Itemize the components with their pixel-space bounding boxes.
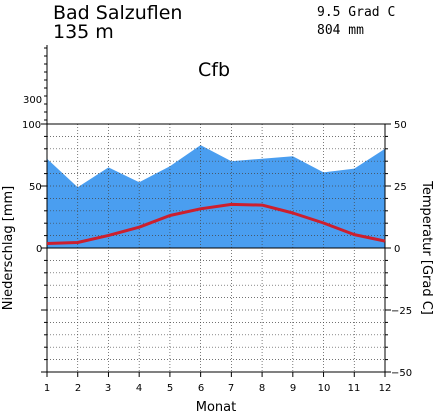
- temp-tick-label: −50: [391, 368, 412, 379]
- annual-mean-temperature: 9.5 Grad C: [317, 5, 395, 20]
- month-tick-label: 7: [228, 383, 234, 394]
- temperature-line: [46, 202, 386, 245]
- month-tick-label: 5: [167, 383, 173, 394]
- month-tick-label: 11: [348, 383, 361, 394]
- climate-classification: Cfb: [198, 59, 230, 81]
- precip-tick-label: 0: [36, 244, 42, 255]
- month-tick-label: 9: [290, 383, 296, 394]
- month-tick-label: 12: [379, 383, 392, 394]
- precip-tick-label: 50: [29, 182, 42, 193]
- temp-tick-label: 50: [394, 120, 407, 131]
- left-axis-title: Niederschlag [mm]: [1, 186, 16, 311]
- x-axis-title: Monat: [196, 400, 236, 415]
- month-tick-label: 4: [136, 383, 142, 394]
- precipitation-area: [47, 145, 385, 248]
- annual-precipitation: 804 mm: [317, 23, 364, 38]
- right-axis-title: Temperatur [Grad C]: [419, 180, 434, 315]
- temp-tick-label: 25: [394, 182, 407, 193]
- month-labels: 1 2 3 4 5 6 7 8 9 10 11 12: [44, 383, 392, 394]
- precip-tick-label: 100: [22, 120, 41, 131]
- station-elevation: 135 m: [53, 21, 114, 43]
- precip-tick-label: 300: [23, 95, 42, 106]
- temp-tick-label: −25: [391, 306, 412, 317]
- month-tick-label: 2: [75, 383, 81, 394]
- temp-tick-label: 0: [394, 244, 400, 255]
- axis-ticks: [41, 123, 391, 377]
- month-tick-label: 10: [318, 383, 331, 394]
- month-tick-label: 1: [44, 383, 50, 394]
- month-tick-label: 8: [259, 383, 265, 394]
- plot-area: [46, 123, 386, 373]
- month-tick-label: 6: [198, 383, 204, 394]
- month-tick-label: 3: [105, 383, 111, 394]
- station-name: Bad Salzuflen: [53, 2, 182, 24]
- precip-upper-ticks: [44, 47, 47, 121]
